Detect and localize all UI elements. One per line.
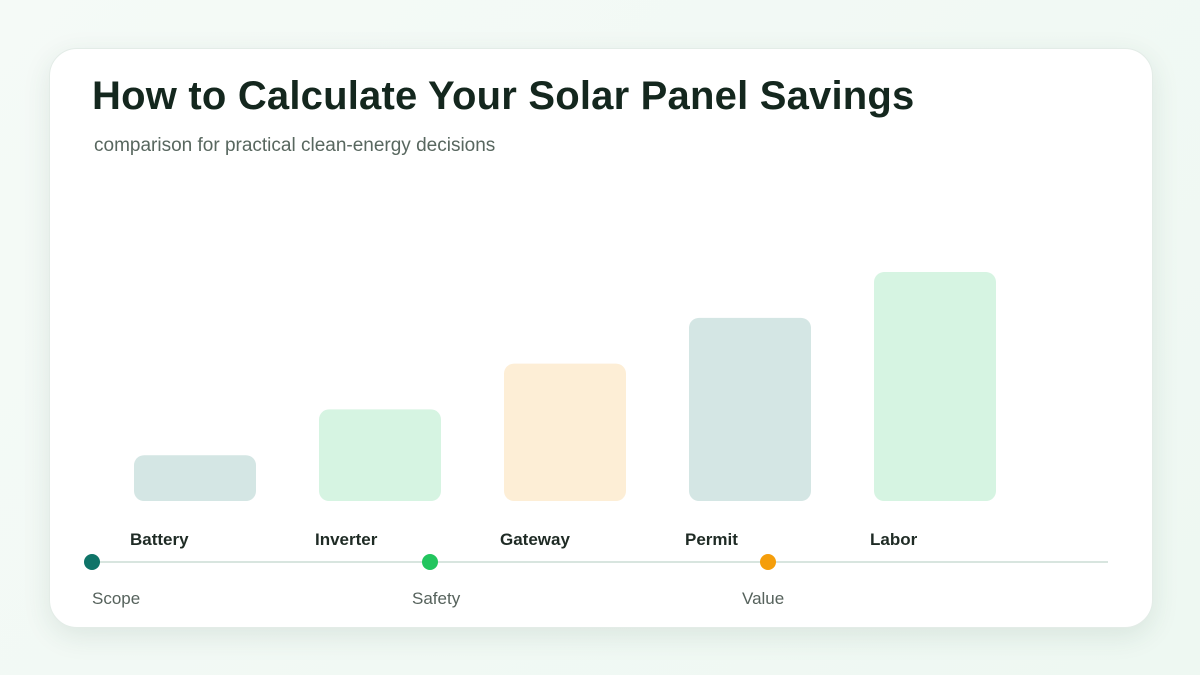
bars-layer	[134, 272, 996, 501]
category-label-permit: Permit	[685, 530, 738, 549]
stage-label-safety: Safety	[412, 589, 461, 608]
timeline-stages-layer: Scope Safety Value	[84, 554, 784, 608]
chart-title: How to Calculate Your Solar Panel Saving…	[92, 74, 915, 118]
chart-subtitle: comparison for practical clean-energy de…	[94, 135, 496, 156]
category-label-labor: Labor	[870, 530, 918, 549]
bar-gateway	[504, 363, 626, 501]
stage-label-scope: Scope	[92, 589, 140, 608]
category-label-battery: Battery	[130, 530, 189, 549]
category-label-inverter: Inverter	[315, 530, 378, 549]
bar-inverter	[319, 409, 441, 501]
bar-battery	[134, 455, 256, 501]
stage-dot-safety	[422, 554, 438, 570]
category-labels-layer: Battery Inverter Gateway Permit Labor	[130, 530, 918, 549]
stage-dot-value	[760, 554, 776, 570]
bar-permit	[689, 317, 811, 501]
bar-labor	[874, 272, 996, 501]
stage-label-value: Value	[742, 589, 784, 608]
stage-dot-scope	[84, 554, 100, 570]
category-label-gateway: Gateway	[500, 530, 570, 549]
